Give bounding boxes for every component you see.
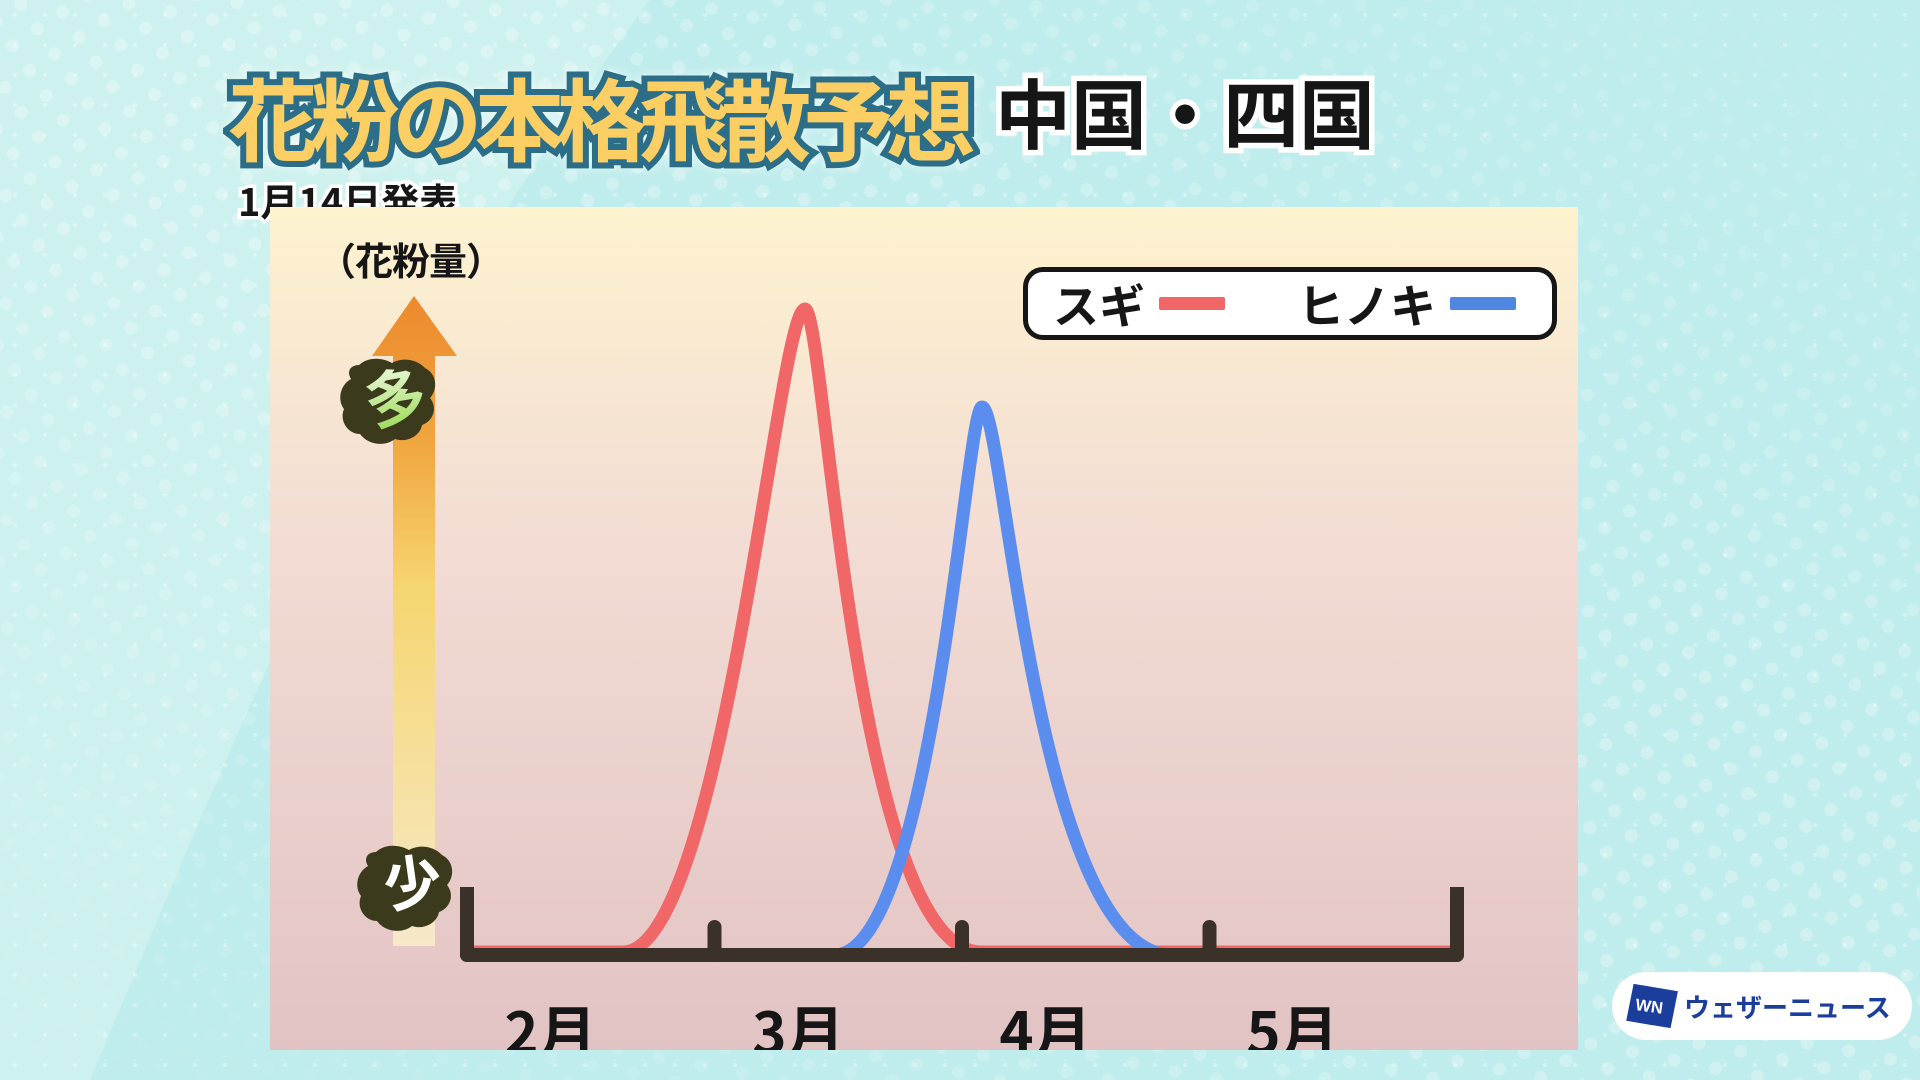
svg-text:WN: WN (1634, 995, 1664, 1018)
